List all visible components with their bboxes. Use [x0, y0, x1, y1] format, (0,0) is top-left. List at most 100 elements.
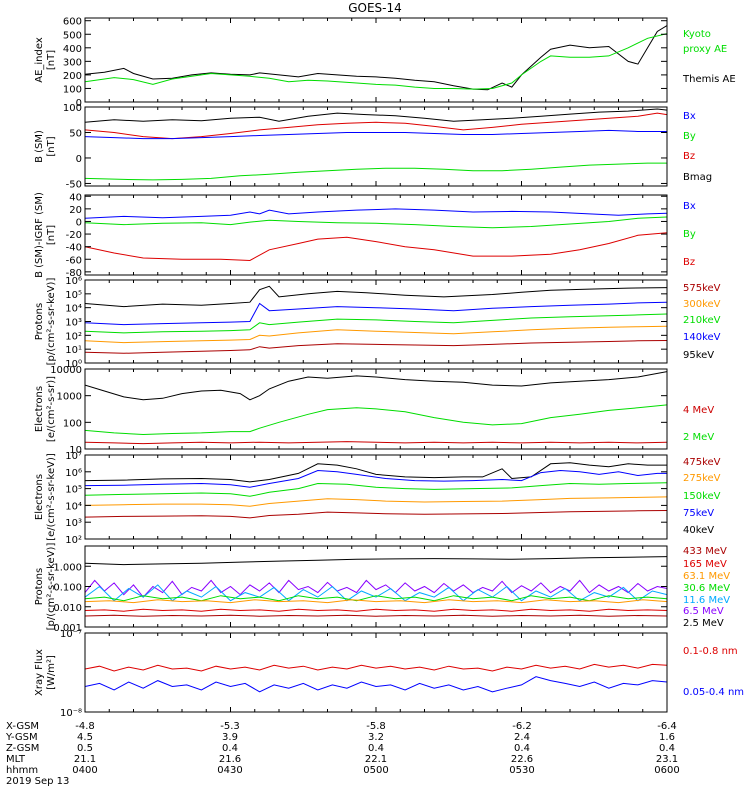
y-tick-label: 400 — [63, 44, 82, 55]
series-line-2 — [85, 112, 667, 140]
y-tick-label: 10⁶ — [65, 276, 82, 287]
y-tick-label: 0.010 — [53, 603, 82, 614]
y-axis-label: AE_index — [34, 37, 45, 83]
panel-frame — [84, 194, 668, 276]
y-tick-label: 10⁷ — [65, 451, 82, 462]
series-line-6 — [85, 608, 667, 612]
legend-entry: 140keV — [683, 332, 721, 343]
y-tick-label: 50 — [69, 128, 82, 139]
y-axis-label: [p/(cm²-s-sr-keV)] — [46, 278, 57, 366]
legend-entry: By — [683, 229, 696, 240]
legend-entry: 2.5 MeV — [683, 618, 724, 629]
y-tick-label: 600 — [63, 17, 82, 28]
footer-value: 3.9 — [222, 732, 238, 743]
series-line-1 — [85, 663, 667, 672]
ephemeris-footer: X-GSM -4.8 -5.3 -5.8 -6.2 -6.4 Y-GSM 4.5 3.9 3.2 2… — [5, 721, 680, 787]
legend-entry: 300keV — [683, 299, 721, 310]
y-axis-label: [e/(cm²-s-sr-keV)] — [46, 453, 57, 541]
series-line-2 — [85, 301, 667, 326]
legend-entry: 75keV — [683, 508, 714, 519]
footer-value: 22.1 — [365, 754, 387, 765]
footer-value: 0530 — [509, 765, 534, 776]
legend-entry: 150keV — [683, 491, 721, 502]
y-axis-label: [nT] — [46, 50, 57, 70]
y-axis-label: Electrons — [34, 386, 45, 432]
y-tick-label: 0 — [76, 154, 82, 165]
series-line-1 — [85, 462, 667, 483]
footer-value: 0.4 — [222, 743, 238, 754]
y-tick-label: 10² — [65, 535, 82, 546]
y-tick-label: 300 — [63, 57, 82, 68]
legend-entry: 433 MeV — [683, 546, 727, 557]
figure-title: GOES-14 — [348, 1, 402, 15]
series-line-3 — [85, 584, 667, 602]
series-line-4 — [85, 496, 667, 507]
footer-value: 0.4 — [659, 743, 675, 754]
panel-frame — [84, 454, 668, 540]
footer-value: 4.5 — [77, 732, 93, 743]
series-line-7 — [85, 614, 667, 617]
legend-entry: 165 MeV — [683, 559, 727, 570]
y-axis-label: [W/m²] — [46, 655, 57, 690]
footer-value: 21.6 — [219, 754, 241, 765]
footer-value: -4.8 — [75, 721, 95, 732]
panel-4: 10⁰ 10¹ 10² 10³ 10⁴ 10⁵ 10⁶ Protons [p/(cm²-s-sr… — [34, 276, 721, 370]
y-tick-label: 0 — [76, 217, 82, 228]
legend-entry: Kyoto — [683, 29, 711, 40]
y-tick-label: 10⁵ — [65, 485, 82, 496]
series-line-3 — [85, 313, 667, 334]
series-line-1 — [85, 371, 667, 401]
footer-value: -5.3 — [220, 721, 240, 732]
legend-entry: Bx — [683, 111, 696, 122]
y-tick-label: 100 — [63, 418, 82, 429]
y-axis-label: [nT] — [46, 225, 57, 245]
legend-entry: Themis AE — [682, 74, 736, 85]
legend-entry: 0.1-0.8 nm — [683, 646, 738, 657]
footer-value: 0500 — [363, 765, 388, 776]
y-axis-label: [p/(cm²-s-sr-keV)] — [46, 543, 57, 631]
panel-frame — [84, 279, 668, 364]
footer-row-label: hhmm — [6, 765, 38, 776]
legend-entry: 6.5 MeV — [683, 606, 724, 617]
series-line-3 — [85, 441, 667, 445]
y-axis-label: B (SM) — [34, 130, 45, 163]
y-tick-label: 10⁴ — [65, 501, 82, 512]
y-tick-label: 10² — [65, 331, 82, 342]
panel-3: -80 -60-40 -20 020 40 B (SM)-IGRF (SM) [nT] Bx B… — [34, 192, 696, 279]
footer-value: 1.6 — [659, 732, 675, 743]
y-tick-label: -20 — [66, 230, 82, 241]
y-tick-label: 10⁰ — [65, 359, 82, 370]
legend-entry: 2 MeV — [683, 432, 714, 443]
y-tick-label: 10 — [69, 445, 82, 456]
y-axis-label: [nT] — [46, 136, 57, 156]
y-tick-label: 200 — [63, 71, 82, 82]
y-axis-label: B (SM)-IGRF (SM) — [34, 192, 45, 278]
y-tick-label: 10³ — [65, 518, 82, 529]
series-line-2 — [85, 469, 667, 488]
footer-value: 0.5 — [77, 743, 93, 754]
series-line-2 — [85, 33, 667, 90]
y-tick-label: 10000 — [50, 365, 82, 376]
footer-value: 3.2 — [368, 732, 384, 743]
series-line-1 — [85, 285, 667, 308]
legend-entry: 275keV — [683, 473, 721, 484]
y-tick-label: -60 — [66, 255, 82, 266]
series-line-2 — [85, 216, 667, 229]
series-line-3 — [85, 232, 667, 262]
y-tick-label: 100 — [63, 103, 82, 114]
series-line-2 — [85, 676, 667, 693]
footer-row-label: X-GSM — [6, 721, 39, 732]
legend-entry: 575keV — [683, 283, 721, 294]
y-tick-label: 0.001 — [53, 623, 82, 634]
footer-value: 0600 — [654, 765, 679, 776]
y-axis-label: [e/(cm²-s-sr)] — [46, 376, 57, 442]
legend-entry: 475keV — [683, 457, 721, 468]
legend-entry: 95keV — [683, 350, 714, 361]
footer-value: 21.1 — [74, 754, 96, 765]
series-line-3 — [85, 482, 667, 497]
y-tick-label: 10³ — [65, 318, 82, 329]
series-line-4 — [85, 595, 667, 602]
footer-value: 0.4 — [514, 743, 530, 754]
y-tick-label: -40 — [66, 243, 82, 254]
